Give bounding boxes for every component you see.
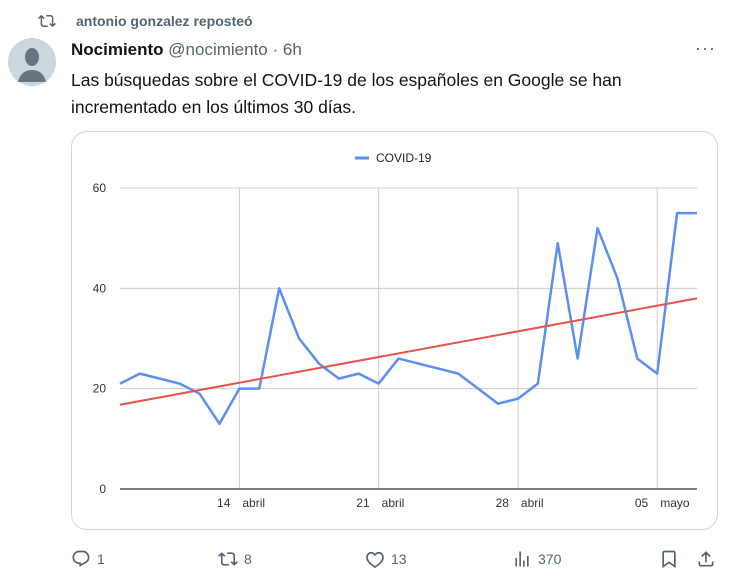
share-icon (698, 551, 714, 567)
tweet-header: Nocimiento @nocimiento · 6h (71, 40, 302, 60)
reply-count: 1 (97, 551, 105, 567)
repost-label[interactable]: antonio gonzalez reposteó (76, 13, 253, 29)
heart-icon (366, 551, 384, 568)
like-button[interactable]: 13 (365, 549, 407, 569)
more-options-button[interactable]: ··· (695, 38, 716, 58)
chart-image-card[interactable] (71, 131, 718, 530)
reply-button[interactable]: 1 (71, 549, 105, 569)
bookmark-icon (662, 550, 676, 569)
author-name[interactable]: Nocimiento (71, 40, 164, 59)
separator: · (272, 40, 279, 59)
reply-icon (72, 550, 90, 567)
tweet-text: Las búsquedas sobre el COVID-19 de los e… (71, 67, 711, 121)
like-count: 13 (391, 551, 407, 567)
repost-button[interactable]: 8 (218, 549, 252, 569)
repost-count: 8 (244, 551, 252, 567)
timestamp[interactable]: 6h (282, 40, 302, 59)
share-button[interactable] (696, 549, 716, 569)
view-count: 370 (538, 551, 562, 567)
repost-icon (38, 14, 56, 28)
default-avatar-icon (18, 48, 46, 82)
views-button[interactable]: 370 (512, 549, 561, 569)
author-handle[interactable]: @nocimiento (168, 40, 268, 59)
tweet-text-line: Las búsquedas sobre el COVID-19 de los e… (71, 70, 622, 90)
tweet-text-line: incrementado en los últimos 30 días. (71, 97, 357, 117)
views-chart-icon (515, 551, 529, 567)
bookmark-button[interactable] (659, 549, 679, 569)
repost-icon (218, 552, 238, 566)
avatar[interactable] (8, 38, 56, 86)
